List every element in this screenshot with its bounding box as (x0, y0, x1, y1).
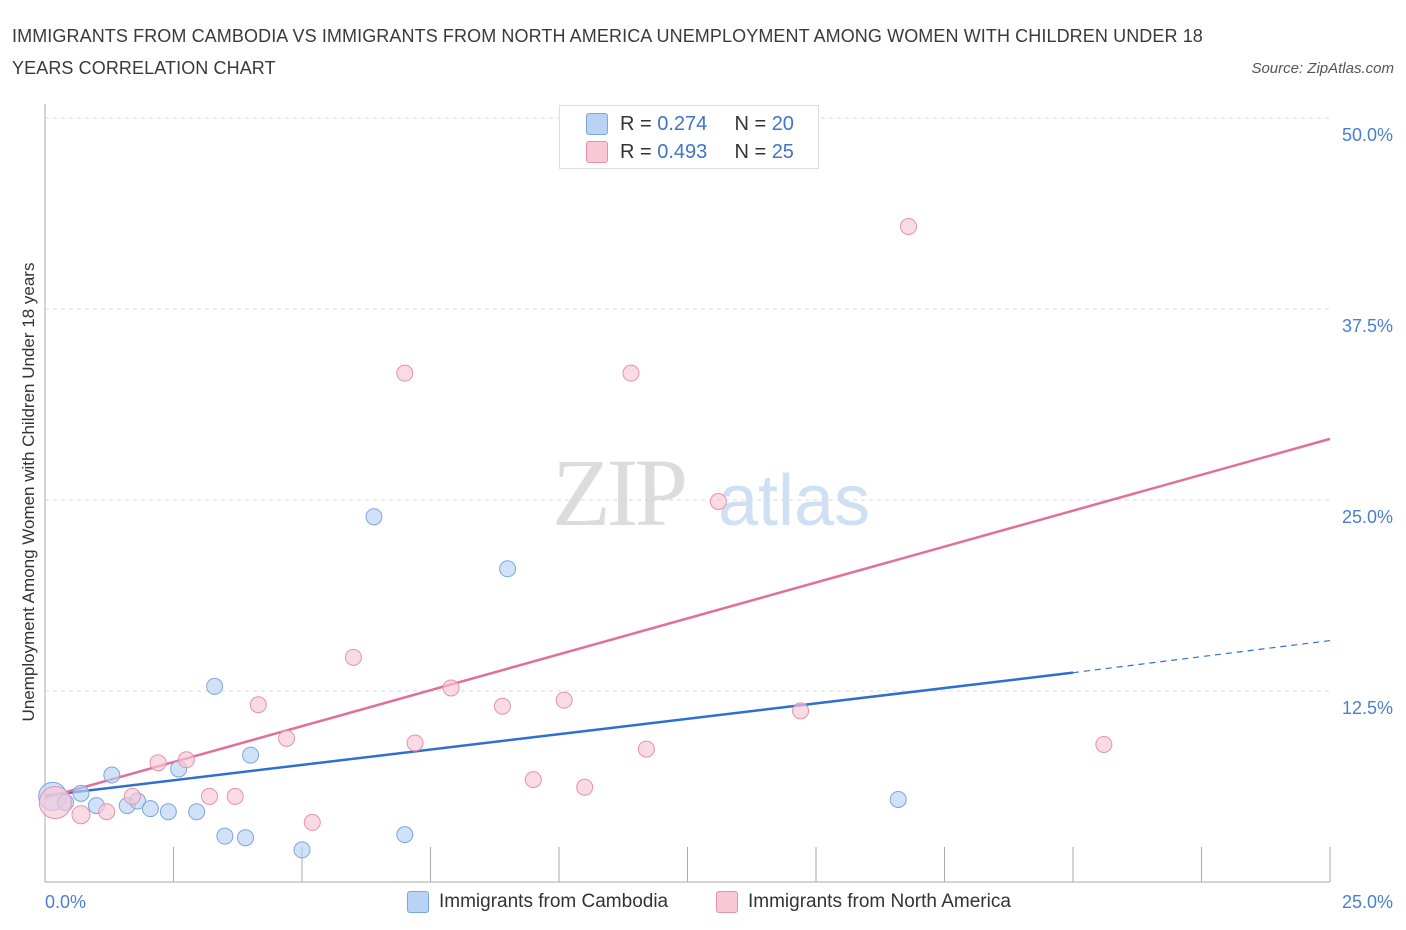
cambodia-point (216, 827, 234, 845)
cambodia-point (141, 800, 159, 818)
chart-title: IMMIGRANTS FROM CAMBODIA VS IMMIGRANTS F… (12, 26, 1203, 78)
cambodia-point (72, 784, 90, 802)
north-america-point (38, 786, 72, 820)
watermark: ZIP atlas (552, 439, 870, 546)
north-america-point (622, 364, 640, 382)
north-america-point (555, 691, 573, 709)
cambodia-point (206, 677, 224, 695)
cambodia-legend-label: Immigrants from Cambodia (439, 891, 669, 912)
north-america-trend-line (44, 437, 1331, 800)
cambodia-point (236, 829, 254, 847)
n-value-north-america: 25 (771, 141, 794, 163)
n-label: N = (734, 141, 772, 163)
n-value-cambodia: 20 (771, 113, 794, 135)
cambodia-point (188, 803, 206, 821)
north-america-point (177, 751, 195, 769)
r-label: R = (620, 113, 658, 135)
north-america-point (1095, 735, 1113, 753)
north-america-point (493, 697, 511, 715)
north-america-point (576, 778, 594, 796)
cambodia-point (103, 766, 121, 784)
north-america-point (71, 805, 91, 825)
x-tick-labels: 0.0% 25.0% (45, 892, 1393, 912)
grid (45, 117, 1330, 692)
north-america-point (637, 740, 655, 758)
r-value-cambodia: 0.274 (657, 113, 708, 135)
stats-legend: R = 0.274 N = 20 R = 0.493 N = 25 (559, 105, 819, 169)
y-axis-title: Unemployment Among Women with Children U… (19, 263, 38, 722)
cambodia-point (159, 803, 177, 821)
y-tick-label: 50.0% (1342, 125, 1393, 145)
north-america-point (442, 679, 460, 697)
watermark-atlas: atlas (718, 461, 870, 541)
north-america-point (249, 696, 267, 714)
cambodia-trend-line (44, 671, 1074, 797)
north-america-point (149, 754, 167, 772)
north-america-point (226, 787, 244, 805)
cambodia-point (499, 560, 517, 578)
cambodia-point (365, 508, 383, 526)
axes (44, 104, 1331, 883)
y-tick-label: 25.0% (1342, 507, 1393, 527)
north-america-swatch (586, 141, 608, 163)
cambodia-legend-swatch (407, 891, 429, 913)
north-america-point (709, 493, 727, 511)
north-america-point (396, 364, 414, 382)
y-tick-label: 12.5% (1342, 698, 1393, 718)
cambodia-swatch (586, 113, 608, 135)
r-label: R = (620, 141, 658, 163)
r-value-north-america: 0.493 (657, 141, 708, 163)
north-america-legend-swatch (716, 891, 738, 913)
north-america-point (200, 787, 218, 805)
y-tick-labels: 12.5% 25.0% 37.5% 50.0% (1342, 125, 1393, 718)
trend-lines (44, 437, 1331, 800)
source-label: Source: ZipAtlas.com (1251, 60, 1394, 77)
cambodia-point (242, 746, 260, 764)
north-america-point (278, 729, 296, 747)
north-america-point (406, 734, 424, 752)
north-america-point (344, 648, 362, 666)
y-tick-label: 37.5% (1342, 316, 1393, 336)
north-america-point (792, 702, 810, 720)
watermark-zip: ZIP (552, 439, 685, 546)
cambodia-point (293, 841, 311, 859)
x-tick-label-max: 25.0% (1342, 892, 1393, 912)
scatter-points (38, 217, 1113, 859)
north-america-legend-label: Immigrants from North America (748, 891, 1011, 912)
x-tick-label-min: 0.0% (45, 892, 86, 912)
cambodia-point (889, 790, 907, 808)
north-america-point (900, 217, 918, 235)
cambodia-point (396, 826, 414, 844)
north-america-point (303, 813, 321, 831)
north-america-point (123, 787, 141, 805)
north-america-point (524, 771, 542, 789)
north-america-point (98, 803, 116, 821)
n-label: N = (734, 113, 772, 135)
cambodia-trend-extension (1072, 639, 1331, 674)
